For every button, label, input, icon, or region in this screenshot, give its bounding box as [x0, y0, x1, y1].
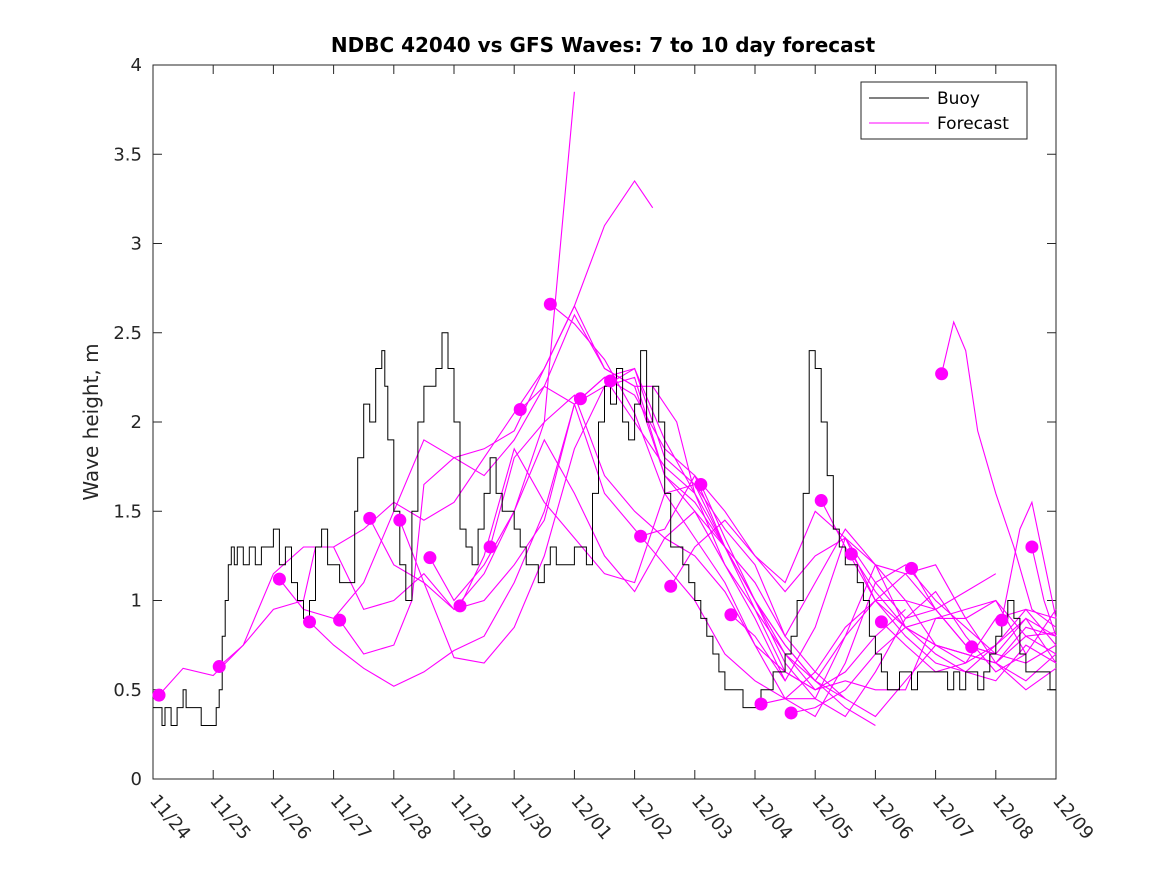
- forecast-start-point: [724, 608, 738, 622]
- forecast-line: [339, 313, 816, 691]
- y-axis-label: Wave height, m: [79, 343, 103, 500]
- forecast-start-point: [543, 297, 557, 311]
- forecast-start-point: [874, 615, 888, 629]
- forecast-start-point: [664, 579, 678, 593]
- forecast-line: [278, 304, 696, 620]
- forecast-start-point: [694, 477, 708, 491]
- forecast-start-point: [453, 599, 467, 613]
- legend: Buoy Forecast: [860, 81, 1028, 140]
- forecast-line: [850, 553, 1057, 664]
- forecast-line: [489, 394, 967, 700]
- forecast-start-point: [573, 392, 587, 406]
- y-tick-label: 2.5: [113, 323, 142, 344]
- forecast-start-point: [754, 697, 768, 711]
- forecast-start-point: [423, 551, 437, 565]
- forecast-start-point: [784, 706, 798, 720]
- forecast-start-point: [844, 547, 858, 561]
- forecast-line: [218, 91, 575, 667]
- forecast-start-point: [272, 572, 286, 586]
- forecast-start-point: [513, 403, 527, 417]
- forecast-line: [790, 599, 1057, 714]
- forecast-line: [941, 320, 1057, 628]
- forecast-start-point: [604, 374, 618, 388]
- legend-box: [860, 81, 1028, 140]
- forecast-line: [1001, 500, 1057, 621]
- forecast-line: [1031, 546, 1057, 637]
- legend-buoy-label: Buoy: [937, 89, 980, 109]
- forecast-start-point: [1025, 540, 1039, 554]
- buoy-line: [153, 332, 1056, 726]
- forecast-start-point: [814, 494, 828, 508]
- forecast-start-point: [333, 613, 347, 627]
- forecast-line: [670, 519, 1057, 673]
- forecast-start-point: [152, 688, 166, 702]
- forecast-line: [580, 367, 1057, 673]
- marker-group: [152, 297, 1039, 720]
- y-tick-label: 2: [131, 412, 142, 433]
- forecast-line: [881, 608, 1057, 673]
- y-tick-label: 1: [131, 591, 142, 612]
- forecast-start-point: [995, 613, 1009, 627]
- plot-area: 11/24 11/25 11/26 11/27 11/28 11/29 11/30 12/01…: [113, 55, 1097, 844]
- y-tick-label: 0: [131, 769, 142, 790]
- series-group: [153, 91, 1057, 726]
- y-tick-label: 1.5: [113, 501, 142, 522]
- forecast-start-point: [935, 367, 949, 381]
- forecast-start-point: [965, 640, 979, 654]
- y-tick-label: 0.5: [113, 680, 142, 701]
- chart-title: NDBC 42040 vs GFS Waves: 7 to 10 day for…: [331, 33, 876, 57]
- forecast-start-point: [363, 511, 377, 525]
- legend-forecast-label: Forecast: [937, 114, 1009, 134]
- forecast-start-point: [303, 615, 317, 629]
- forecast-line: [730, 536, 1057, 682]
- forecast-line: [971, 644, 1057, 664]
- y-tick-label: 3: [131, 234, 142, 255]
- y-tick-label: 3.5: [113, 144, 142, 165]
- forecast-start-point: [483, 540, 497, 554]
- y-tick-label: 4: [131, 55, 142, 76]
- forecast-start-point: [212, 660, 226, 674]
- forecast-start-point: [634, 529, 648, 543]
- forecast-start-point: [905, 561, 919, 575]
- forecast-line: [519, 385, 997, 718]
- forecast-start-point: [393, 513, 407, 527]
